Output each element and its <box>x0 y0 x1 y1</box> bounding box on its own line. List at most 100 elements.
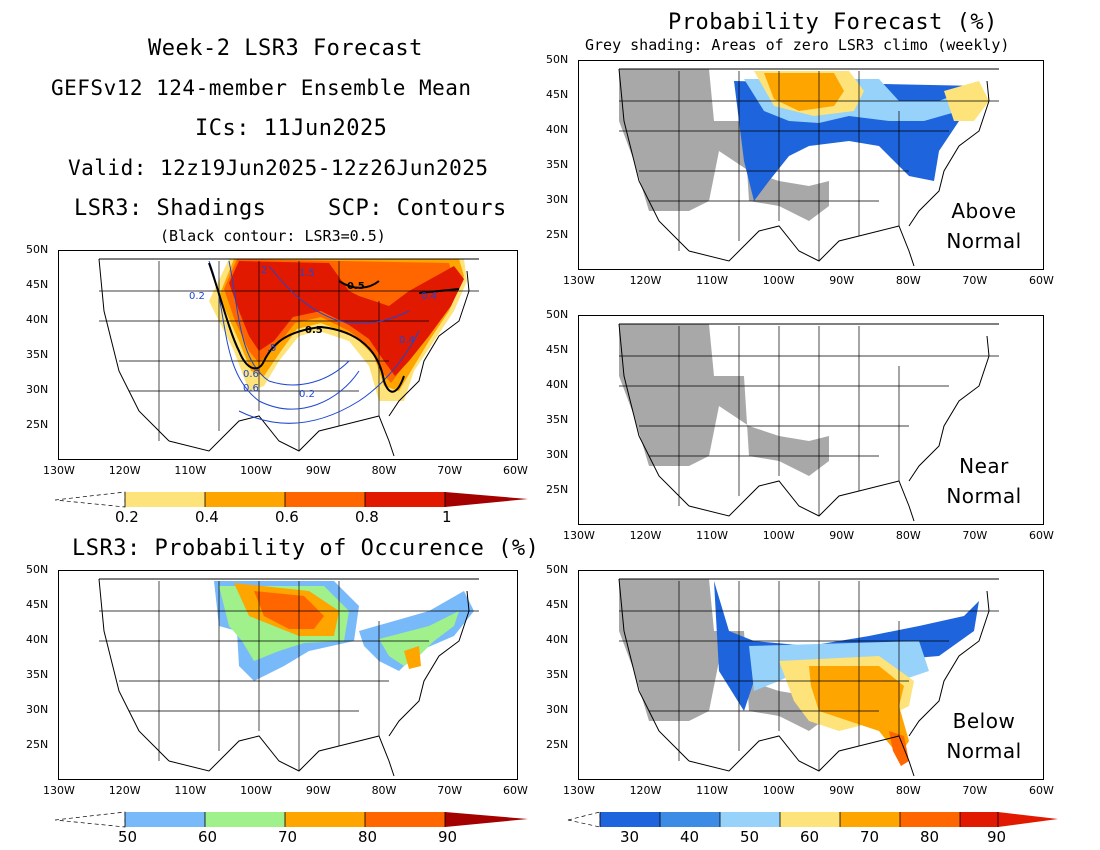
near-grey-climo <box>619 324 829 476</box>
above-map-svg <box>618 68 999 267</box>
black-label-2: 0.5 <box>305 325 323 336</box>
below-lon-label-5: 80W <box>895 784 921 797</box>
above-lat-label-2: 40N <box>546 123 569 136</box>
header-model: GEFSv12 124-member Ensemble Mean <box>51 76 472 100</box>
prob-colorbar-right-tip <box>998 812 1058 827</box>
above-lon-label-3: 100W <box>762 274 795 287</box>
above-lon-label-5: 80W <box>895 274 921 287</box>
below-label-line1: Below <box>952 709 1016 733</box>
above-lon-label-6: 70W <box>962 274 988 287</box>
occurrence-title: LSR3: Probability of Occurence (%) <box>72 536 540 561</box>
above-lat-label-3: 35N <box>546 158 569 171</box>
prob-cbar-label-5: 70 <box>860 828 880 846</box>
above-label-line2: Normal <box>946 229 1022 253</box>
above-lon-label-0: 130W <box>563 274 595 287</box>
lsr3-lat-label-3: 35N <box>26 348 49 361</box>
lsr3-lon-label-4: 90W <box>305 464 331 477</box>
prob-bin-2 <box>660 812 720 827</box>
lsr3-lon-label-5: 80W <box>371 464 397 477</box>
prob-cbar-label-7: 90 <box>987 828 1007 846</box>
lsr3-bin-1 <box>125 492 205 507</box>
prob-bin-7 <box>960 812 998 827</box>
near-lon-label-3: 100W <box>762 529 795 542</box>
below-lat-label-0: 50N <box>546 563 569 576</box>
map-below-normal: Below Normal <box>578 570 1044 780</box>
occ-lat-label-2: 40N <box>26 633 49 646</box>
lsr3-bin-3 <box>285 492 365 507</box>
below-label-line2: Normal <box>946 739 1022 763</box>
occ-lat-label-1: 45N <box>26 598 49 611</box>
below-lat-label-3: 35N <box>546 668 569 681</box>
near-lon-label-7: 60W <box>1029 529 1054 542</box>
lsr3-cbar-label-2: 0.4 <box>195 508 219 526</box>
lsr3-bin-2 <box>205 492 285 507</box>
occ-bin-2 <box>205 812 285 827</box>
occ-bin-3 <box>285 812 365 827</box>
occ-cbar-label-3: 70 <box>278 828 298 846</box>
lsr3-bin-4 <box>365 492 445 507</box>
above-shade-70 <box>764 73 844 111</box>
header-valid: Valid: 12z19Jun2025-12z26Jun2025 <box>68 156 489 180</box>
lsr3-forecast-borders <box>98 258 479 457</box>
scp-contour-outer <box>208 260 360 410</box>
prob-cbar-label-1: 30 <box>620 828 640 846</box>
lsr3-lat-label-5: 25N <box>26 418 49 431</box>
below-lon-label-0: 130W <box>563 784 595 797</box>
occ-lon-label-3: 100W <box>240 784 273 797</box>
occurrence-state-lines <box>99 581 479 771</box>
near-lon-label-2: 110W <box>696 529 729 542</box>
below-shade-80 <box>889 731 909 766</box>
below-borders <box>618 578 999 777</box>
near-borders <box>618 323 999 522</box>
occ-bin-4 <box>365 812 445 827</box>
prob-cbar-label-6: 80 <box>920 828 940 846</box>
scp-contour-inner <box>268 265 410 324</box>
below-lat-label-2: 40N <box>546 633 569 646</box>
prob-bin-dividers <box>599 812 999 827</box>
lsr3-shade-08 <box>229 261 464 376</box>
near-lat-label-4: 30N <box>546 448 569 461</box>
occ-lon-label-0: 130W <box>43 784 75 797</box>
probability-subtitle: Grey shading: Areas of zero LSR3 climo (… <box>585 36 1010 54</box>
above-grey-climo <box>619 69 829 221</box>
above-normal-label: Above Normal <box>939 196 1029 256</box>
prob-cbar-label-2: 40 <box>680 828 700 846</box>
blue-label-1: 2 <box>261 265 267 276</box>
lsr3-forecast-map-svg: 0.5 0.5 2 1.5 0.2 0.4 0.4 .5 0.6 0.6 0.2 <box>98 258 479 457</box>
below-lon-label-3: 100W <box>762 784 795 797</box>
below-lon-label-7: 60W <box>1029 784 1054 797</box>
occ-shade-70-east <box>404 646 421 669</box>
lsr3-lon-label-2: 110W <box>174 464 207 477</box>
occurrence-colorbar <box>54 811 528 828</box>
near-normal-label: Near Normal <box>939 451 1029 511</box>
occ-colorbar-left-tip <box>54 811 126 828</box>
below-lon-label-1: 120W <box>629 784 662 797</box>
below-lat-label-5: 25N <box>546 738 569 751</box>
map-near-normal: Near Normal <box>578 315 1044 525</box>
blue-label-9: 0.2 <box>299 389 315 400</box>
above-lat-label-4: 30N <box>546 193 569 206</box>
occ-shade-80 <box>254 591 324 629</box>
occ-bin-dividers <box>124 812 446 827</box>
prob-bin-1 <box>600 812 660 827</box>
prob-bin-3 <box>720 812 780 827</box>
near-lon-label-5: 80W <box>895 529 921 542</box>
above-borders <box>618 68 999 267</box>
below-normal-label: Below Normal <box>939 706 1029 766</box>
blue-label-5: 0.4 <box>399 335 415 346</box>
header-title: Week-2 LSR3 Forecast <box>148 36 423 61</box>
occurrence-map-svg <box>98 578 479 777</box>
near-lat-label-1: 45N <box>546 343 569 356</box>
lsr3-forecast-state-lines <box>99 261 479 451</box>
lsr3-lon-label-3: 100W <box>240 464 273 477</box>
occ-lat-label-4: 30N <box>26 703 49 716</box>
occ-lat-label-0: 50N <box>26 563 49 576</box>
occ-cbar-label-1: 50 <box>118 828 138 846</box>
near-lat-label-0: 50N <box>546 308 569 321</box>
below-map-svg <box>618 578 999 777</box>
near-lon-label-1: 120W <box>629 529 662 542</box>
header-ics: ICs: 11Jun2025 <box>195 116 388 141</box>
occ-lon-label-2: 110W <box>174 784 207 797</box>
lsr3-lat-label-0: 50N <box>26 243 49 256</box>
occ-colorbar-right-tip <box>445 812 528 827</box>
